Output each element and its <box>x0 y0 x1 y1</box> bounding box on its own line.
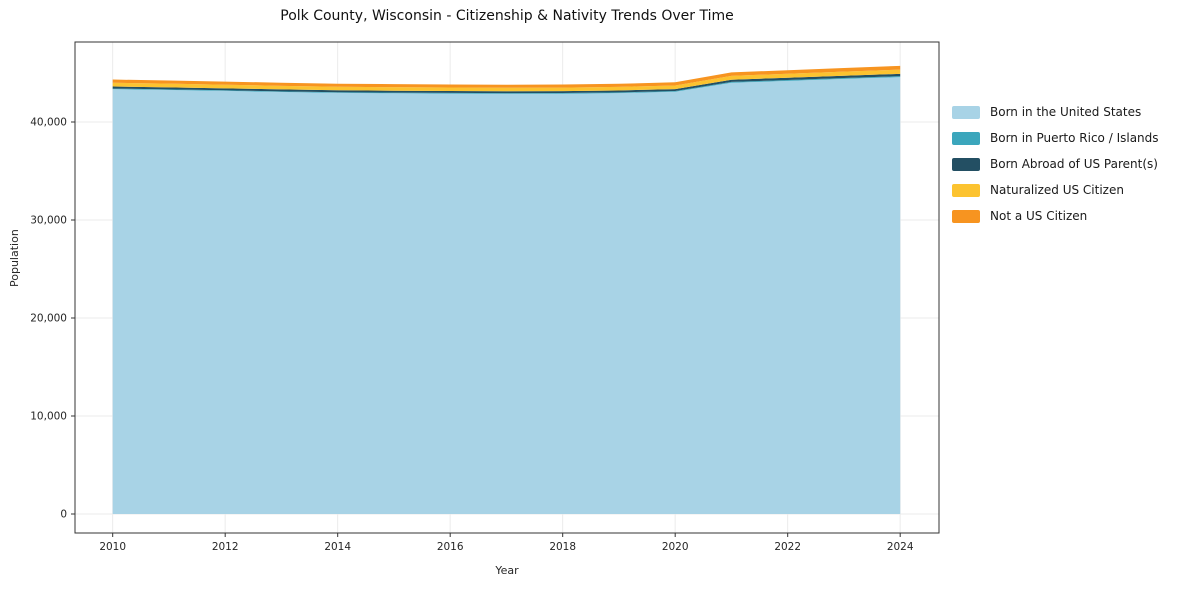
legend-swatch-icon <box>952 157 980 171</box>
area-series-0 <box>112 77 901 515</box>
x-tick-label: 2016 <box>437 541 464 553</box>
legend-swatch-icon <box>952 131 980 145</box>
legend-item-0: Born in the United States <box>952 104 1159 120</box>
legend-swatch-icon <box>952 105 980 119</box>
y-tick-label: 30,000 <box>30 214 67 226</box>
x-tick-label: 2018 <box>549 541 576 553</box>
legend: Born in the United States Born in Puerto … <box>952 104 1159 224</box>
x-tick-label: 2022 <box>774 541 801 553</box>
x-tick-label: 2014 <box>324 541 351 553</box>
x-tick-label: 2012 <box>212 541 239 553</box>
legend-item-1: Born in Puerto Rico / Islands <box>952 130 1159 146</box>
legend-label: Born in Puerto Rico / Islands <box>990 131 1159 145</box>
x-tick-label: 2020 <box>662 541 689 553</box>
legend-item-4: Not a US Citizen <box>952 208 1159 224</box>
legend-swatch-icon <box>952 183 980 197</box>
x-tick-label: 2024 <box>887 541 914 553</box>
plot-spines <box>74 41 940 534</box>
legend-item-2: Born Abroad of US Parent(s) <box>952 156 1159 172</box>
legend-label: Born Abroad of US Parent(s) <box>990 157 1158 171</box>
x-axis-label: Year <box>495 564 519 577</box>
legend-label: Not a US Citizen <box>990 209 1088 223</box>
chart-title: Polk County, Wisconsin - Citizenship & N… <box>280 8 734 24</box>
stacked-areas <box>112 65 901 515</box>
y-tick-label: 40,000 <box>30 116 67 128</box>
y-tick-label: 10,000 <box>30 410 67 422</box>
legend-label: Naturalized US Citizen <box>990 183 1124 197</box>
y-axis: 0 10,000 20,000 30,000 40,000 <box>30 116 75 520</box>
x-axis: 2010 2012 2014 2016 2018 2020 2022 2024 <box>99 533 914 553</box>
y-tick-label: 20,000 <box>30 312 67 324</box>
legend-label: Born in the United States <box>990 105 1142 119</box>
y-tick-label: 0 <box>60 508 67 520</box>
x-tick-label: 2010 <box>99 541 126 553</box>
legend-swatch-icon <box>952 209 980 223</box>
legend-item-3: Naturalized US Citizen <box>952 182 1159 198</box>
